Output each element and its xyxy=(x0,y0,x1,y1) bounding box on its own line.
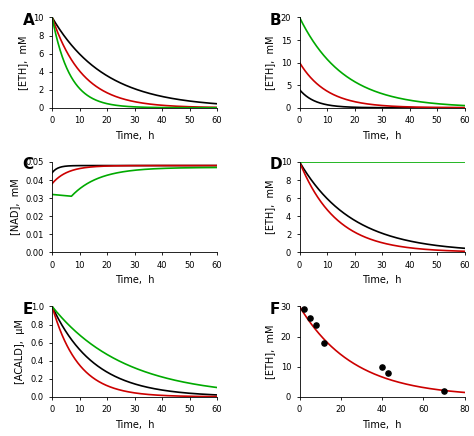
Point xyxy=(378,363,386,370)
Y-axis label: [ETH],  mM: [ETH], mM xyxy=(265,180,275,235)
Point xyxy=(312,321,320,328)
Y-axis label: [ETH],  mM: [ETH], mM xyxy=(265,35,275,90)
X-axis label: Time,  h: Time, h xyxy=(115,131,155,141)
X-axis label: Time,  h: Time, h xyxy=(115,419,155,429)
Point xyxy=(320,339,328,346)
Text: A: A xyxy=(22,13,34,28)
Y-axis label: [ETH],  mM: [ETH], mM xyxy=(18,35,28,90)
Y-axis label: [ACALD],  μM: [ACALD], μM xyxy=(15,319,25,384)
Text: F: F xyxy=(270,302,280,317)
Point xyxy=(384,369,392,376)
Text: E: E xyxy=(22,302,33,317)
X-axis label: Time,  h: Time, h xyxy=(362,419,402,429)
Point xyxy=(300,306,308,313)
X-axis label: Time,  h: Time, h xyxy=(362,131,402,141)
Y-axis label: [ETH],  mM: [ETH], mM xyxy=(265,324,275,379)
Text: D: D xyxy=(270,157,283,172)
Point xyxy=(306,315,314,322)
Text: C: C xyxy=(22,157,34,172)
X-axis label: Time,  h: Time, h xyxy=(362,275,402,285)
Text: B: B xyxy=(270,13,282,28)
Point xyxy=(440,387,447,394)
Y-axis label: [NAD],  mM: [NAD], mM xyxy=(10,179,20,235)
X-axis label: Time,  h: Time, h xyxy=(115,275,155,285)
